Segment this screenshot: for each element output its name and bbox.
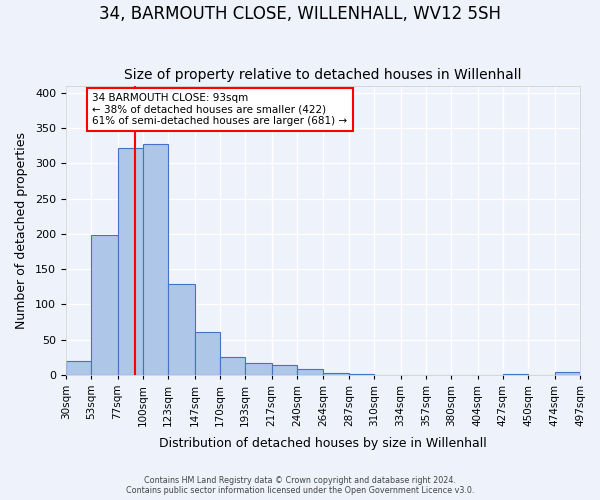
Bar — [220, 357, 245, 374]
Bar — [554, 372, 580, 374]
Text: 34, BARMOUTH CLOSE, WILLENHALL, WV12 5SH: 34, BARMOUTH CLOSE, WILLENHALL, WV12 5SH — [99, 5, 501, 23]
Bar — [245, 364, 272, 374]
Bar — [66, 362, 91, 374]
Bar — [143, 144, 168, 374]
Y-axis label: Number of detached properties: Number of detached properties — [15, 132, 28, 329]
Bar — [168, 284, 194, 374]
Bar — [297, 369, 323, 374]
X-axis label: Distribution of detached houses by size in Willenhall: Distribution of detached houses by size … — [159, 437, 487, 450]
Bar — [272, 365, 297, 374]
Bar — [118, 148, 143, 374]
Bar — [194, 332, 220, 374]
Text: 34 BARMOUTH CLOSE: 93sqm
← 38% of detached houses are smaller (422)
61% of semi-: 34 BARMOUTH CLOSE: 93sqm ← 38% of detach… — [92, 93, 347, 126]
Title: Size of property relative to detached houses in Willenhall: Size of property relative to detached ho… — [124, 68, 521, 82]
Bar — [91, 234, 118, 374]
Text: Contains HM Land Registry data © Crown copyright and database right 2024.
Contai: Contains HM Land Registry data © Crown c… — [126, 476, 474, 495]
